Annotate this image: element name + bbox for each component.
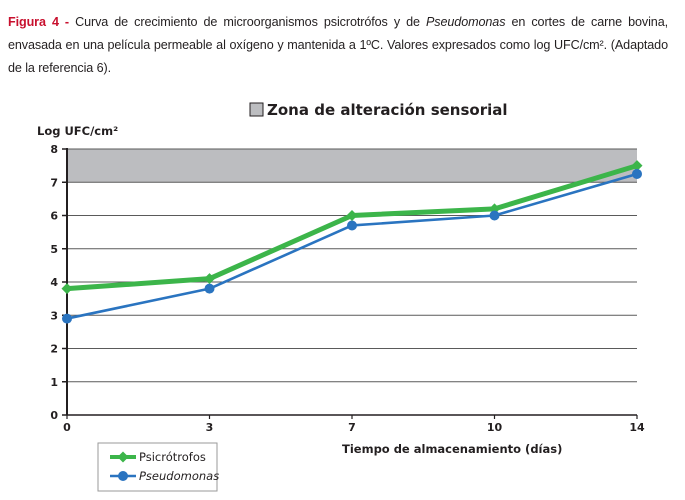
y-tick-label: 6: [50, 210, 58, 223]
legend-item: Psicrótrofos: [110, 450, 206, 464]
legend-label: Pseudomonas: [139, 469, 219, 483]
series-pseudomonas: [62, 168, 642, 324]
y-tick-label: 2: [50, 343, 58, 356]
y-tick-label: 3: [50, 309, 58, 322]
sensory-alteration-zone: [67, 149, 637, 183]
x-tick-label: 3: [206, 421, 214, 434]
x-tick-label: 14: [629, 421, 645, 434]
zone-legend-swatch: [249, 102, 264, 117]
y-tick-label: 7: [50, 176, 58, 189]
y-tick-label: 1: [50, 376, 58, 389]
data-point: [61, 283, 73, 295]
shaded-zone: [67, 149, 637, 183]
data-point: [347, 220, 357, 231]
y-tick-label: 0: [50, 409, 58, 422]
zone-legend: Zona de alteración sensorial: [249, 101, 508, 119]
data-point: [489, 210, 500, 221]
legend-marker: [117, 451, 129, 463]
legend-box: [97, 442, 218, 492]
caption-text-2: en cortes de carne bovina, envasada en u…: [8, 15, 668, 75]
y-tick-label: 8: [50, 143, 58, 156]
legend-item: Pseudomonas: [110, 469, 219, 483]
data-point: [204, 283, 215, 294]
data-point: [204, 273, 215, 285]
x-axis-label: Tiempo de almacenamiento (días): [342, 442, 562, 456]
x-tick-label: 10: [487, 421, 503, 434]
zone-legend-label: Zona de alteración sensorial: [267, 101, 508, 119]
figure-caption: Figura 4 - Curva de crecimiento de micro…: [8, 11, 668, 80]
legend: Psicrótrofos Pseudomonas: [97, 442, 219, 492]
y-ticks: 0 1 2 3 4 5 6 7 8: [50, 143, 67, 422]
x-tick-label: 0: [63, 421, 71, 434]
y-tick-label: 5: [50, 243, 58, 256]
series: [61, 160, 643, 324]
figure-label: Figura 4 -: [8, 15, 70, 29]
caption-text-1: Curva de crecimiento de microorganismos …: [69, 15, 426, 29]
data-point: [346, 210, 358, 221]
gridlines: [67, 148, 637, 383]
data-point: [62, 313, 72, 324]
series-line: [66, 172, 638, 320]
legend-marker: [118, 471, 128, 481]
data-point: [631, 160, 643, 172]
x-tick-label: 7: [348, 421, 356, 434]
legend-label: Psicrótrofos: [139, 450, 206, 464]
data-point: [632, 168, 642, 179]
x-ticks: 0 3 7 10 14: [63, 415, 645, 434]
y-axis-label: Log UFC/cm²: [37, 124, 118, 138]
y-tick-label: 4: [50, 276, 58, 289]
caption-italic: Pseudomonas: [425, 15, 506, 29]
